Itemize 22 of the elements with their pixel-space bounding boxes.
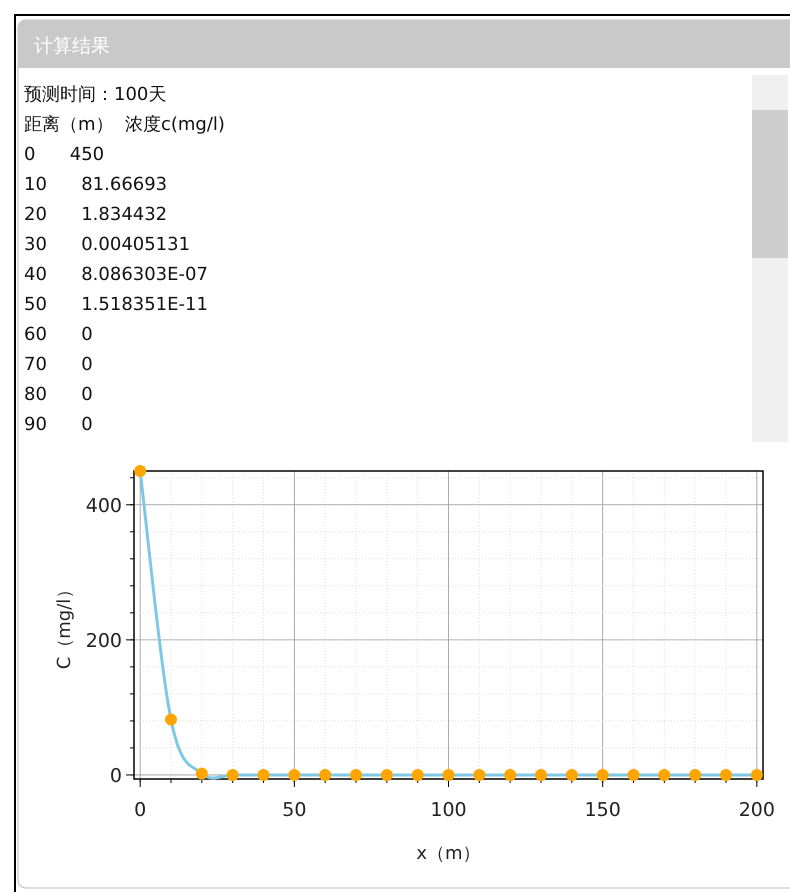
x-tick-label: 200 — [738, 799, 775, 821]
text: 70 0 — [24, 354, 93, 375]
y-axis-title: C（mg/l） — [54, 580, 75, 670]
y-tick-label: 0 — [110, 764, 122, 787]
text: 30 0.00405131 — [24, 234, 190, 255]
x-axis-title: x（m） — [416, 843, 481, 864]
x-tick-label: 100 — [430, 799, 467, 821]
text: 90 0 — [24, 414, 93, 435]
x-tick-label: 50 — [282, 799, 306, 821]
text: 距离（m） 浓度c(mg/l) — [24, 114, 225, 135]
text: 0 450 — [24, 144, 104, 165]
y-tick-label: 200 — [86, 630, 122, 652]
text: 50 1.518351E-11 — [24, 294, 208, 315]
y-tick-label: 400 — [86, 494, 122, 517]
text: 20 1.834432 — [24, 204, 168, 225]
text: 40 8.086303E-07 — [24, 264, 208, 285]
x-tick-label: 0 — [134, 799, 146, 821]
text: 80 0 — [24, 384, 93, 405]
x-tick-label: 150 — [584, 799, 621, 821]
text: 预测时间：100天 — [24, 84, 166, 105]
text: 60 0 — [24, 324, 93, 345]
text: 10 81.66693 — [24, 174, 168, 195]
